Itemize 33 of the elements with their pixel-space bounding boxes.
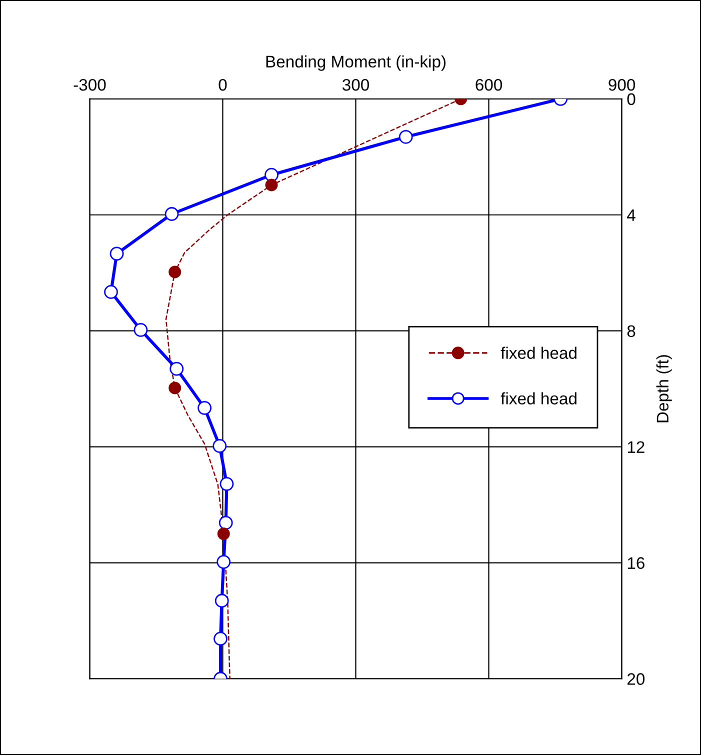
- y-axis-title: Depth (ft): [656, 355, 672, 422]
- y-tick-label: 4: [627, 209, 636, 221]
- x-tick-label: 600: [476, 78, 502, 91]
- y-tick-label: 12: [628, 441, 644, 453]
- y-tick-label: 20: [627, 673, 645, 685]
- point: [214, 594, 229, 608]
- y-tick-label: 16: [628, 557, 644, 569]
- x-tick-label: 300: [342, 78, 370, 91]
- point: [264, 168, 278, 182]
- y-tick-label: 8: [627, 325, 636, 338]
- point: [168, 382, 182, 394]
- point: [134, 323, 148, 337]
- point: [265, 178, 278, 192]
- x-axis-title: Bending Moment (in-kip): [266, 55, 446, 71]
- point: [216, 554, 231, 569]
- point: [217, 528, 230, 540]
- point: [110, 246, 124, 261]
- point: [218, 516, 233, 530]
- point: [214, 632, 228, 646]
- legend-label: fixed head: [500, 392, 576, 404]
- point: [212, 438, 227, 453]
- point: [170, 362, 184, 376]
- y-tick-label: 0: [627, 93, 636, 106]
- point: [398, 130, 413, 144]
- point: [164, 207, 179, 221]
- x-tick-label: -300: [74, 78, 106, 91]
- x-tick-label: 0: [218, 78, 227, 91]
- point: [104, 285, 118, 299]
- point: [168, 266, 182, 278]
- point: [198, 401, 212, 415]
- x-tick-label: 900: [608, 78, 636, 91]
- point: [220, 476, 234, 491]
- legend-label: fixed head: [500, 346, 576, 359]
